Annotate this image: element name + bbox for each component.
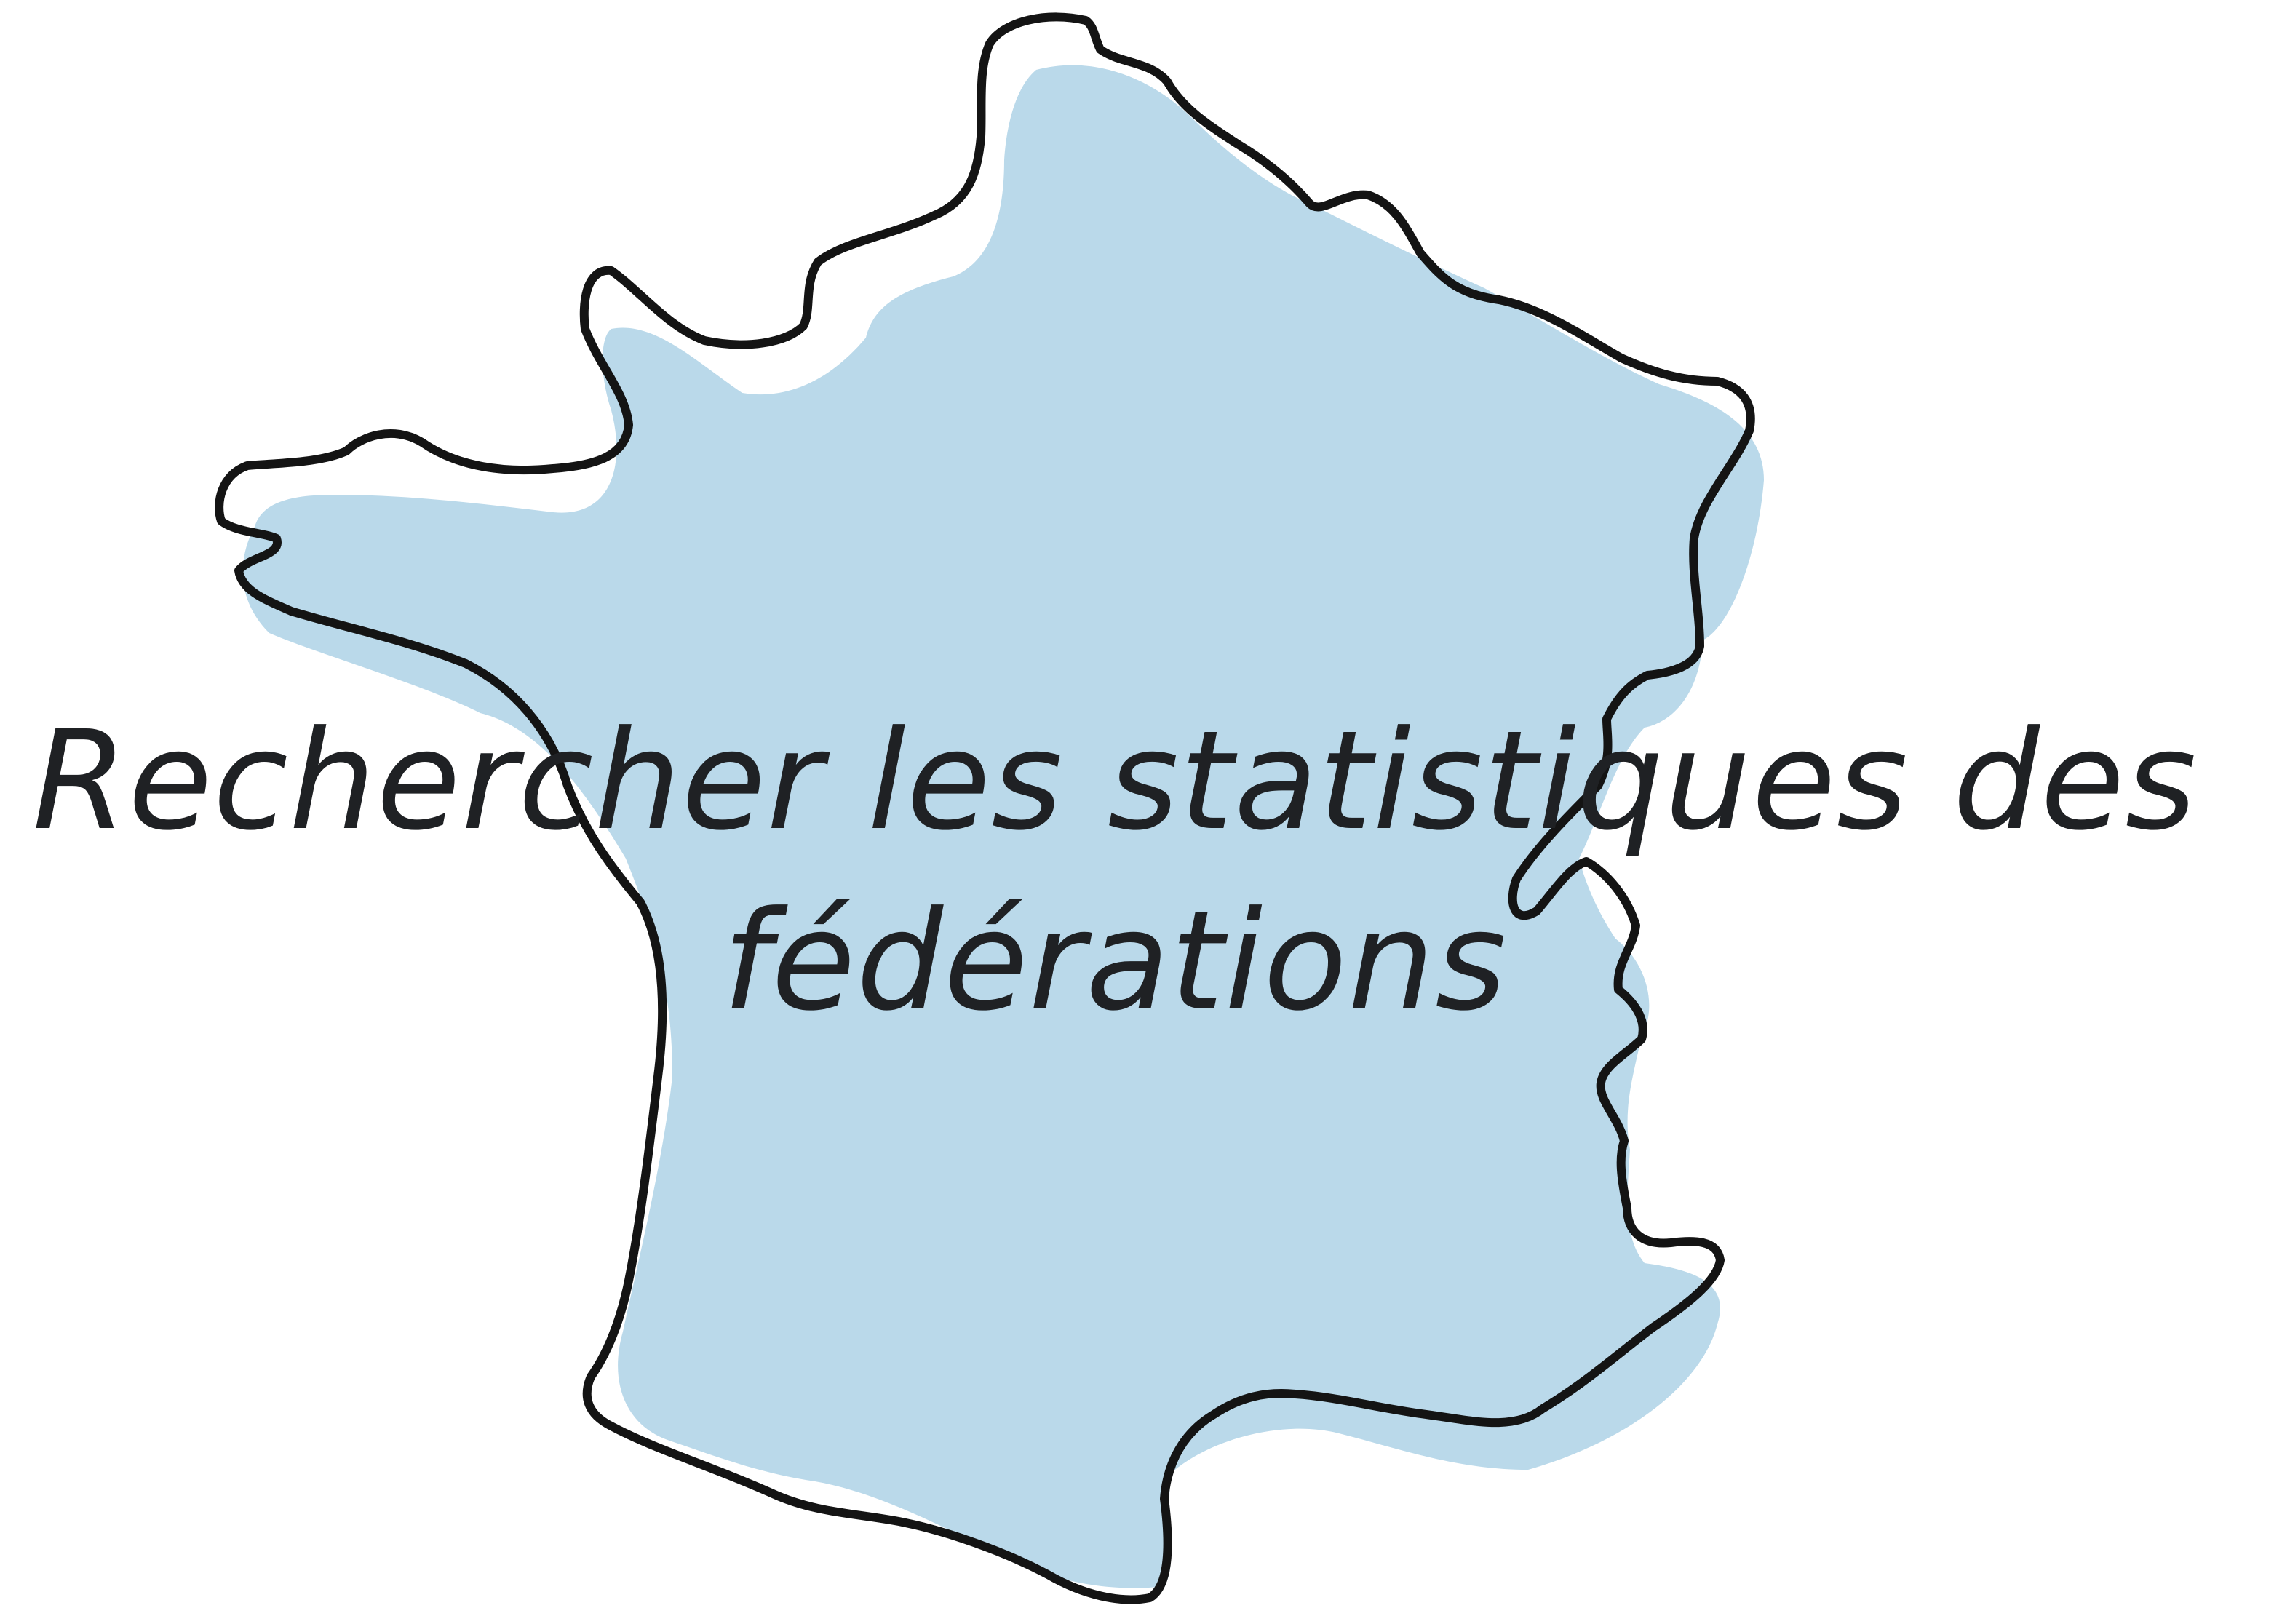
- france-map-outline: [215, 12, 1755, 1604]
- hero-title[interactable]: Rechercher les statistiques des fédérati…: [32, 701, 2198, 1041]
